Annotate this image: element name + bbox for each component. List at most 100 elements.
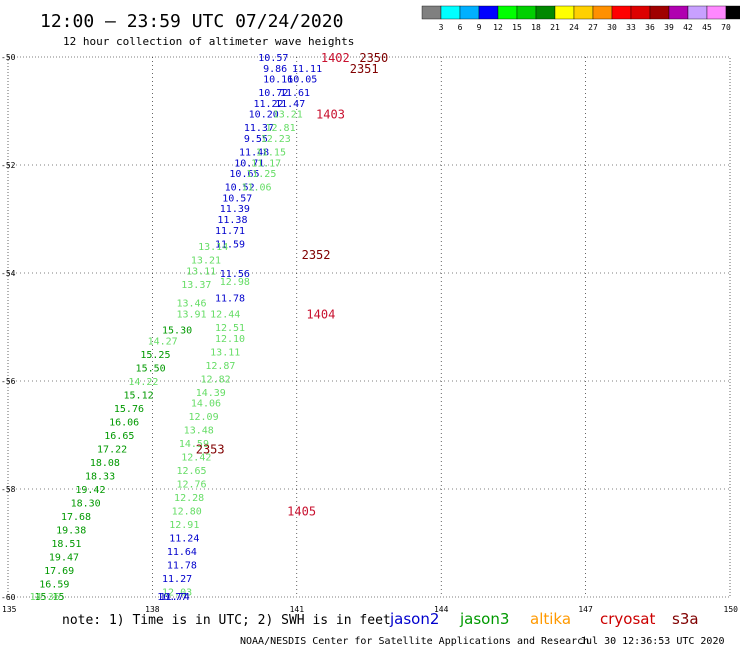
colorbar-swatch (611, 5, 632, 20)
wave-height-value: 19.47 (49, 553, 79, 564)
wave-height-value: 10.57 (258, 53, 288, 64)
colorbar-tick: 30 (607, 23, 617, 32)
colorbar-tick: 42 (683, 23, 693, 32)
wave-height-value: 17.69 (44, 566, 74, 577)
wave-height-value: 12.10 (215, 334, 245, 345)
track-label: 1403 (316, 108, 345, 122)
satellite-legend-item: s3a (672, 610, 699, 628)
wave-height-value: 12.65 (176, 466, 206, 477)
colorbar-swatch (535, 5, 556, 20)
map-subtitle: 12 hour collection of altimeter wave hei… (63, 35, 354, 48)
wave-height-value: 11.78 (215, 293, 245, 304)
wave-height-value: 9.55 (244, 134, 268, 145)
wave-height-value: 10.71 (234, 158, 264, 169)
track-label: 2351 (350, 62, 379, 76)
track-label: 1404 (306, 308, 335, 322)
lon-tick-label: 138 (145, 605, 160, 614)
colorbar-swatch (687, 5, 708, 20)
wave-height-value: 11.56 (220, 269, 250, 280)
wave-height-value: 12.23 (261, 134, 291, 145)
colorbar-tick: 27 (588, 23, 598, 32)
wave-height-value: 11.11 (292, 64, 322, 75)
colorbar-tick: 9 (477, 23, 482, 32)
axis-tick-labels: 135 138 141 144 147 150 -50 -52 -54 -56 -58 -60 (1, 53, 738, 614)
wave-height-value: 17.68 (61, 512, 91, 523)
wave-height-value: 12.44 (210, 310, 240, 321)
colorbar-swatch (459, 5, 480, 20)
lon-tick-label: 141 (290, 605, 305, 614)
colorbar-swatch (592, 5, 613, 20)
map-frame (7, 56, 731, 598)
satellite-legend: jason2 jason3 altika cryosat s3a (389, 610, 699, 628)
wave-height-value: 11.15 (256, 148, 286, 159)
footer-note: note: 1) Time is in UTC; 2) SWH is in fe… (62, 613, 391, 628)
wave-height-value: 12.28 (174, 493, 204, 504)
lat-tick-label: -54 (1, 269, 16, 278)
colorbar-swatch (516, 5, 537, 20)
wave-height-value: 18.33 (85, 472, 115, 483)
track-label: 1402 (321, 51, 350, 65)
wave-height-value: 12.76 (176, 480, 206, 491)
wave-height-value: 12.87 (205, 361, 235, 372)
wave-height-value: 13.46 (176, 299, 206, 310)
colorbar-swatch (478, 5, 499, 20)
wave-height-value: 11.24 (169, 534, 199, 545)
colorbar-swatch (706, 5, 727, 20)
colorbar-tick: 18 (531, 23, 541, 32)
wave-height-value: 14.59 (179, 439, 209, 450)
wave-height-value: 12.82 (201, 374, 231, 385)
wave-height-value: 11.06 (241, 183, 271, 194)
wave-height-value: 14.22 (128, 377, 158, 388)
wave-height-value: 10.16 (263, 75, 293, 86)
wave-height-value: 13.91 (176, 310, 206, 321)
track-label: 2350 (359, 51, 388, 65)
wave-height-value: 11.71 (215, 226, 245, 237)
wave-height-value: 12.42 (181, 453, 211, 464)
wave-height-value: 10.72 (258, 88, 288, 99)
colorbar-tick: 33 (626, 23, 636, 32)
satellite-legend-item: jason2 (389, 610, 439, 628)
colorbar-swatch (421, 5, 442, 20)
satellite-legend-item: cryosat (600, 610, 655, 628)
wave-height-value: 19.42 (75, 485, 105, 496)
wave-height-value: 10.65 (229, 169, 259, 180)
colorbar-swatch (440, 5, 461, 20)
colorbar-swatch (573, 5, 594, 20)
wave-height-value: 11.27 (162, 574, 192, 585)
wave-height-value: 11.47 (275, 99, 305, 110)
wave-height-value: 10.05 (287, 75, 317, 86)
wave-height-value: 11.22 (253, 99, 283, 110)
colorbar-tick: 45 (702, 23, 712, 32)
lat-tick-label: -52 (1, 161, 16, 170)
wave-height-value: 14.36 (30, 592, 60, 603)
wave-height-value: 12.81 (266, 123, 296, 134)
colorbar-tick: 39 (664, 23, 674, 32)
track-label: 2353 (196, 443, 225, 457)
lat-tick-label: -50 (1, 53, 16, 62)
wave-height-value: 11.17 (251, 158, 281, 169)
colorbar-tick: 3 (439, 23, 444, 32)
lat-tick-label: -58 (1, 485, 16, 494)
wave-height-value: 14.27 (148, 337, 178, 348)
colorbar-swatch (554, 5, 575, 20)
colorbar-swatch (630, 5, 651, 20)
wave-height-value: 15.50 (136, 364, 166, 375)
wave-height-value: 11.61 (280, 88, 310, 99)
wave-height-value: 11.38 (217, 215, 247, 226)
wave-height-value: 19.38 (56, 526, 86, 537)
wave-height-value: 12.80 (172, 507, 202, 518)
wave-height-value: 16.06 (109, 418, 139, 429)
colorbar-tick: 6 (458, 23, 463, 32)
wave-height-value: 13.21 (273, 110, 303, 121)
wave-height-value: 11.39 (220, 204, 250, 215)
footer-timestamp: Jul 30 12:36:53 UTC 2020 (580, 636, 725, 647)
lat-tick-label: -60 (1, 593, 16, 602)
lon-tick-label: 135 (2, 605, 17, 614)
colorbar-tick: 36 (645, 23, 655, 32)
lat-lon-grid (8, 57, 730, 597)
colorbar-swatch (725, 5, 740, 20)
lat-tick-label: -56 (1, 377, 16, 386)
wave-height-value: 12.98 (220, 277, 250, 288)
